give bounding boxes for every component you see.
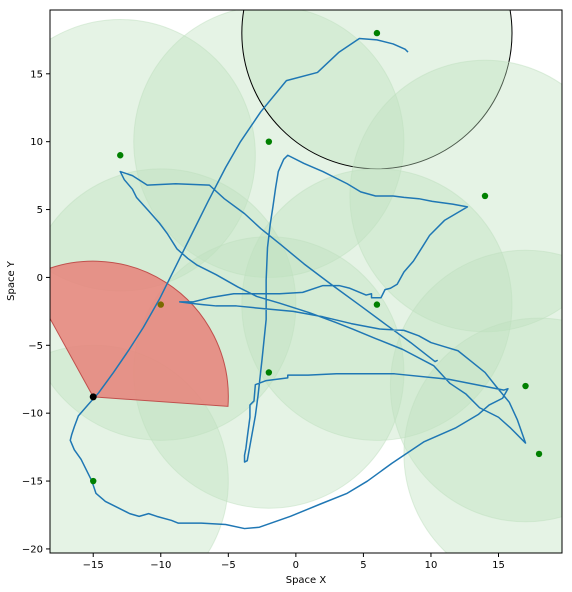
y-tick-label: 10 bbox=[30, 137, 43, 148]
data-point bbox=[481, 192, 489, 200]
data-point bbox=[265, 369, 273, 376]
data-point bbox=[90, 477, 97, 485]
y-tick-label: −20 bbox=[22, 544, 43, 555]
plot-frame bbox=[49, 9, 563, 554]
y-tick-label: 5 bbox=[37, 205, 43, 216]
ticks-layer: −15 −10 −5 0 5 10 15 −20 −15 −10 −5 0 5 10 15 bbox=[22, 69, 505, 571]
target-point bbox=[157, 301, 164, 308]
x-tick-label: 15 bbox=[492, 560, 505, 571]
x-tick-label: −15 bbox=[83, 560, 104, 571]
x-tick-label: −5 bbox=[221, 560, 236, 571]
zone-circle bbox=[349, 59, 562, 333]
y-tick-label: −15 bbox=[22, 477, 43, 488]
x-tick-label: 10 bbox=[425, 560, 438, 571]
x-tick-label: 0 bbox=[293, 560, 299, 571]
data-point bbox=[265, 138, 273, 145]
trajectory-line bbox=[69, 37, 527, 530]
points-layer bbox=[89, 29, 543, 485]
x-tick-label: 5 bbox=[360, 560, 366, 571]
data-point bbox=[117, 152, 124, 159]
data-point bbox=[522, 382, 529, 390]
y-tick-label: 0 bbox=[37, 273, 43, 284]
agent-point bbox=[89, 393, 97, 401]
x-axis-label: Space X bbox=[286, 575, 327, 586]
x-tick-label: −10 bbox=[150, 560, 171, 571]
path-layer bbox=[69, 37, 527, 530]
data-point bbox=[535, 450, 543, 458]
y-axis-label: Space Y bbox=[6, 260, 17, 301]
zone-circle bbox=[389, 249, 562, 523]
data-point bbox=[373, 301, 381, 308]
data-point bbox=[373, 29, 381, 37]
y-tick-label: −5 bbox=[28, 341, 43, 352]
y-tick-label: 15 bbox=[30, 69, 43, 80]
y-tick-label: −10 bbox=[22, 409, 43, 420]
